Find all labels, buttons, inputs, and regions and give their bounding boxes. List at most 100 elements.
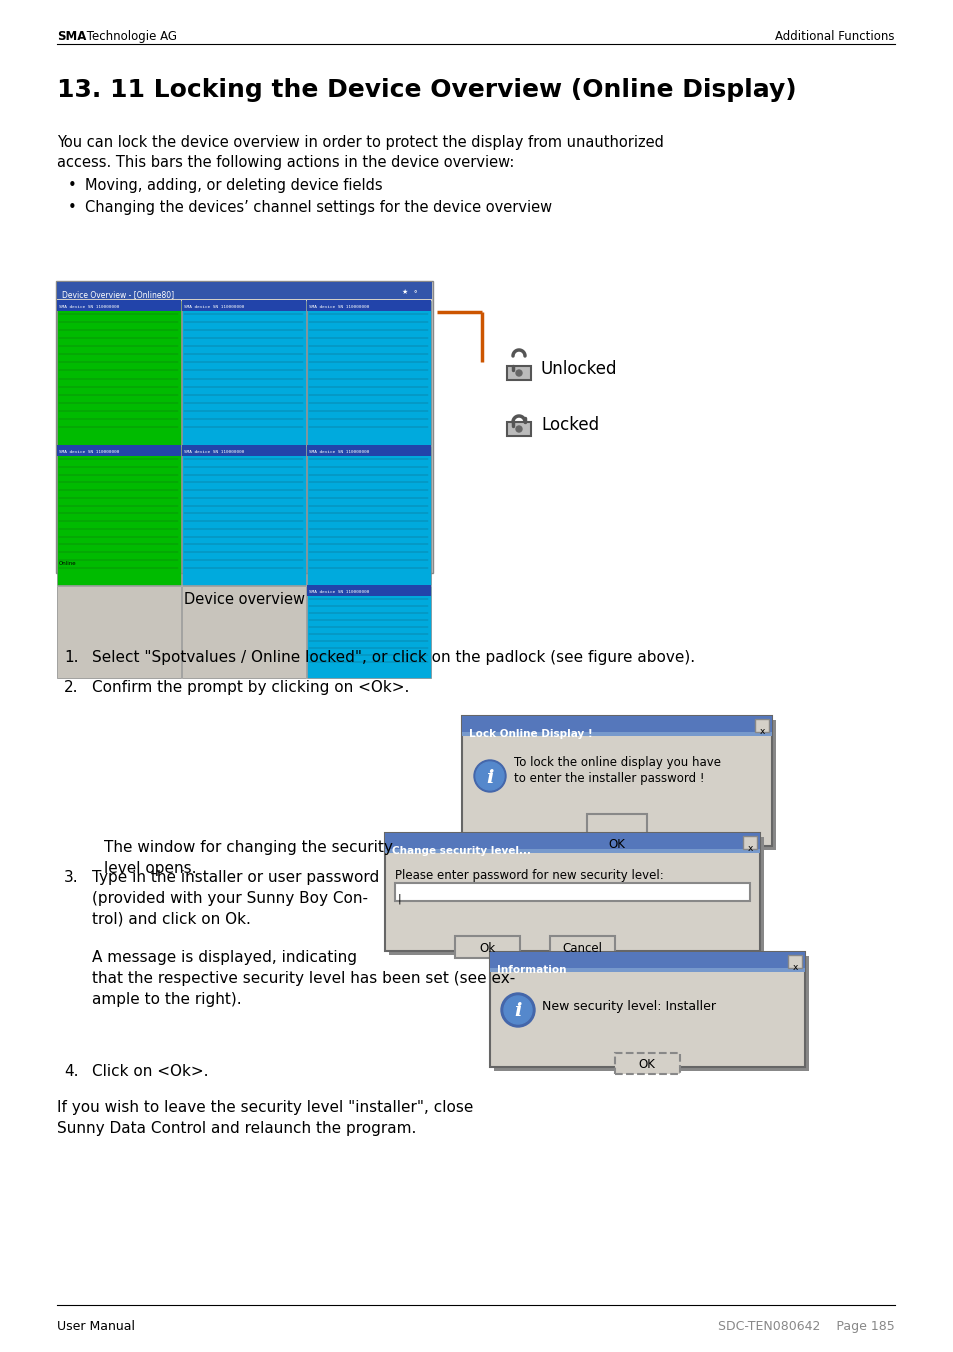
Text: Click on <Ok>.: Click on <Ok>.: [91, 1064, 209, 1079]
Bar: [307, 585, 431, 596]
Text: Type in the installer or user password
(provided with your Sunny Boy Con-
trol) : Type in the installer or user password (…: [91, 869, 379, 927]
Bar: [586, 814, 646, 834]
Text: Device Overview - [Online80]: Device Overview - [Online80]: [62, 289, 174, 299]
Text: Device overview: Device overview: [184, 592, 305, 607]
Text: Additional Functions: Additional Functions: [775, 30, 894, 43]
Bar: [307, 445, 431, 456]
Circle shape: [476, 763, 503, 790]
Bar: [182, 300, 306, 311]
Bar: [307, 300, 431, 311]
Text: You can lock the device overview in order to protect the display from unauthoriz: You can lock the device overview in orde…: [57, 135, 663, 150]
Text: New security level: Installer: New security level: Installer: [541, 1000, 716, 1013]
Text: Unlocked: Unlocked: [540, 360, 617, 379]
Text: •: •: [68, 200, 76, 215]
Text: OK: OK: [608, 837, 625, 850]
Text: SMA device SN 110000000: SMA device SN 110000000: [309, 589, 369, 594]
Text: x: x: [792, 963, 797, 972]
Bar: [57, 283, 432, 299]
Text: Technologie AG: Technologie AG: [83, 30, 177, 43]
Bar: [461, 717, 771, 846]
Text: Change security level...: Change security level...: [392, 846, 531, 856]
Text: i: i: [486, 769, 493, 787]
Text: to enter the installer password !: to enter the installer password !: [514, 772, 703, 786]
Text: Lock Online Display !: Lock Online Display !: [469, 729, 592, 740]
Text: SMA device SN 110000000: SMA device SN 110000000: [184, 306, 244, 310]
Text: SDC-TEN080642    Page 185: SDC-TEN080642 Page 185: [718, 1320, 894, 1333]
Bar: [506, 366, 531, 380]
Bar: [182, 446, 306, 585]
Text: •: •: [68, 178, 76, 193]
Bar: [385, 833, 760, 950]
Text: Select "Spotvalues / Online locked", or click on the padlock (see figure above).: Select "Spotvalues / Online locked", or …: [91, 650, 695, 665]
Bar: [307, 301, 431, 445]
Text: access. This bars the following actions in the device overview:: access. This bars the following actions …: [57, 155, 514, 170]
Text: SMA device SN 110000000: SMA device SN 110000000: [59, 306, 119, 310]
Text: i: i: [514, 1002, 521, 1019]
Text: SMA device SN 110000000: SMA device SN 110000000: [309, 450, 369, 454]
Text: Moving, adding, or deleting device fields: Moving, adding, or deleting device field…: [85, 178, 382, 193]
Bar: [56, 281, 433, 573]
Bar: [307, 446, 431, 585]
Text: 1.: 1.: [64, 650, 78, 665]
Bar: [57, 301, 181, 445]
Text: SMA device SN 110000000: SMA device SN 110000000: [309, 306, 369, 310]
Bar: [307, 585, 431, 677]
Text: The window for changing the security
level opens.: The window for changing the security lev…: [104, 840, 393, 876]
Bar: [490, 952, 804, 972]
Bar: [57, 445, 181, 456]
Text: Please enter password for new security level:: Please enter password for new security l…: [395, 869, 663, 882]
Bar: [57, 585, 181, 677]
Text: If you wish to leave the security level "installer", close
Sunny Data Control an: If you wish to leave the security level …: [57, 1101, 473, 1136]
Circle shape: [516, 370, 521, 376]
Text: 3.: 3.: [64, 869, 78, 886]
Text: Confirm the prompt by clicking on <Ok>.: Confirm the prompt by clicking on <Ok>.: [91, 680, 409, 695]
Text: x: x: [759, 727, 764, 735]
Bar: [490, 968, 804, 972]
Text: 2.: 2.: [64, 680, 78, 695]
Bar: [494, 956, 808, 1071]
Bar: [182, 585, 306, 677]
Bar: [742, 836, 757, 849]
Bar: [506, 422, 531, 435]
Bar: [461, 731, 771, 735]
Bar: [490, 952, 804, 1067]
Bar: [465, 721, 775, 850]
Bar: [385, 833, 760, 853]
Circle shape: [500, 992, 535, 1028]
Text: ★  ⚬: ★ ⚬: [401, 289, 418, 295]
Text: OK: OK: [638, 1059, 655, 1072]
Text: Cancel: Cancel: [561, 942, 601, 956]
Text: SMA: SMA: [57, 30, 87, 43]
Circle shape: [516, 426, 521, 433]
Text: x: x: [746, 844, 752, 853]
Bar: [461, 717, 771, 735]
Bar: [385, 849, 760, 853]
Bar: [787, 955, 801, 968]
Text: Locked: Locked: [540, 416, 598, 434]
Bar: [182, 301, 306, 445]
Text: |: |: [397, 894, 401, 904]
Text: A message is displayed, indicating
that the respective security level has been s: A message is displayed, indicating that …: [91, 950, 515, 1007]
Text: 13. 11 Locking the Device Overview (Online Display): 13. 11 Locking the Device Overview (Onli…: [57, 78, 796, 101]
Circle shape: [474, 760, 505, 792]
Text: Changing the devices’ channel settings for the device overview: Changing the devices’ channel settings f…: [85, 200, 552, 215]
Bar: [395, 883, 749, 900]
Bar: [389, 837, 763, 955]
Text: SMA device SN 110000000: SMA device SN 110000000: [184, 450, 244, 454]
Bar: [550, 936, 615, 959]
Text: To lock the online display you have: To lock the online display you have: [514, 756, 720, 769]
Bar: [455, 936, 519, 959]
Bar: [57, 283, 432, 572]
Text: 4.: 4.: [64, 1064, 78, 1079]
Text: Information: Information: [497, 965, 566, 975]
Circle shape: [503, 996, 532, 1023]
Text: Online: Online: [59, 561, 76, 566]
Bar: [57, 300, 181, 311]
Bar: [615, 1053, 679, 1073]
Text: User Manual: User Manual: [57, 1320, 135, 1333]
Text: SMA device SN 110000000: SMA device SN 110000000: [59, 450, 119, 454]
Bar: [57, 446, 181, 585]
Text: Ok: Ok: [478, 942, 495, 956]
Bar: [182, 445, 306, 456]
Bar: [57, 560, 432, 572]
